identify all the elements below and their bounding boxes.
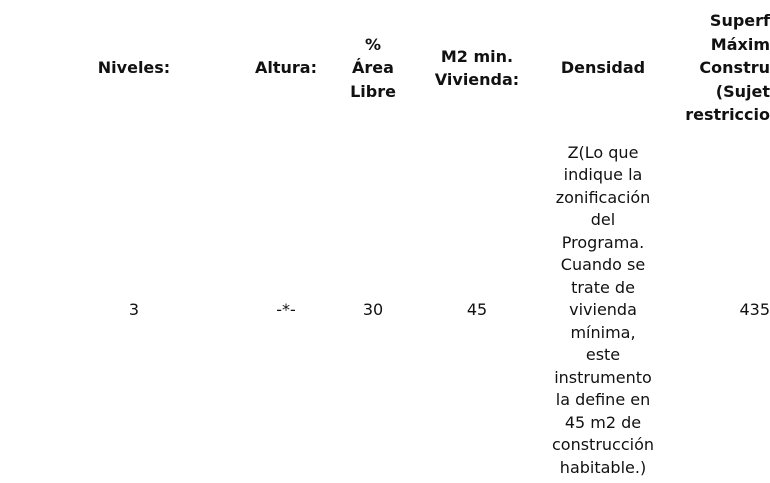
header-cell: M2 min. Vivienda:	[434, 46, 520, 90]
body-cell: Z(Lo que indique la zonificación del Pro…	[551, 142, 655, 477]
header-cell: Densidad	[560, 58, 646, 78]
body-cell: 45	[466, 300, 488, 320]
body-cell: 3	[128, 300, 140, 320]
header-cell: Niveles:	[97, 58, 171, 78]
body-cell: 435	[739, 300, 770, 320]
body-cell: -*-	[276, 300, 296, 320]
header-cell: % Área Libre	[350, 34, 396, 101]
header-cell: Superf Máxim Constru (Sujet restriccio	[685, 11, 770, 125]
header-cell: Altura:	[255, 58, 317, 78]
body-cell: 30	[362, 300, 384, 320]
